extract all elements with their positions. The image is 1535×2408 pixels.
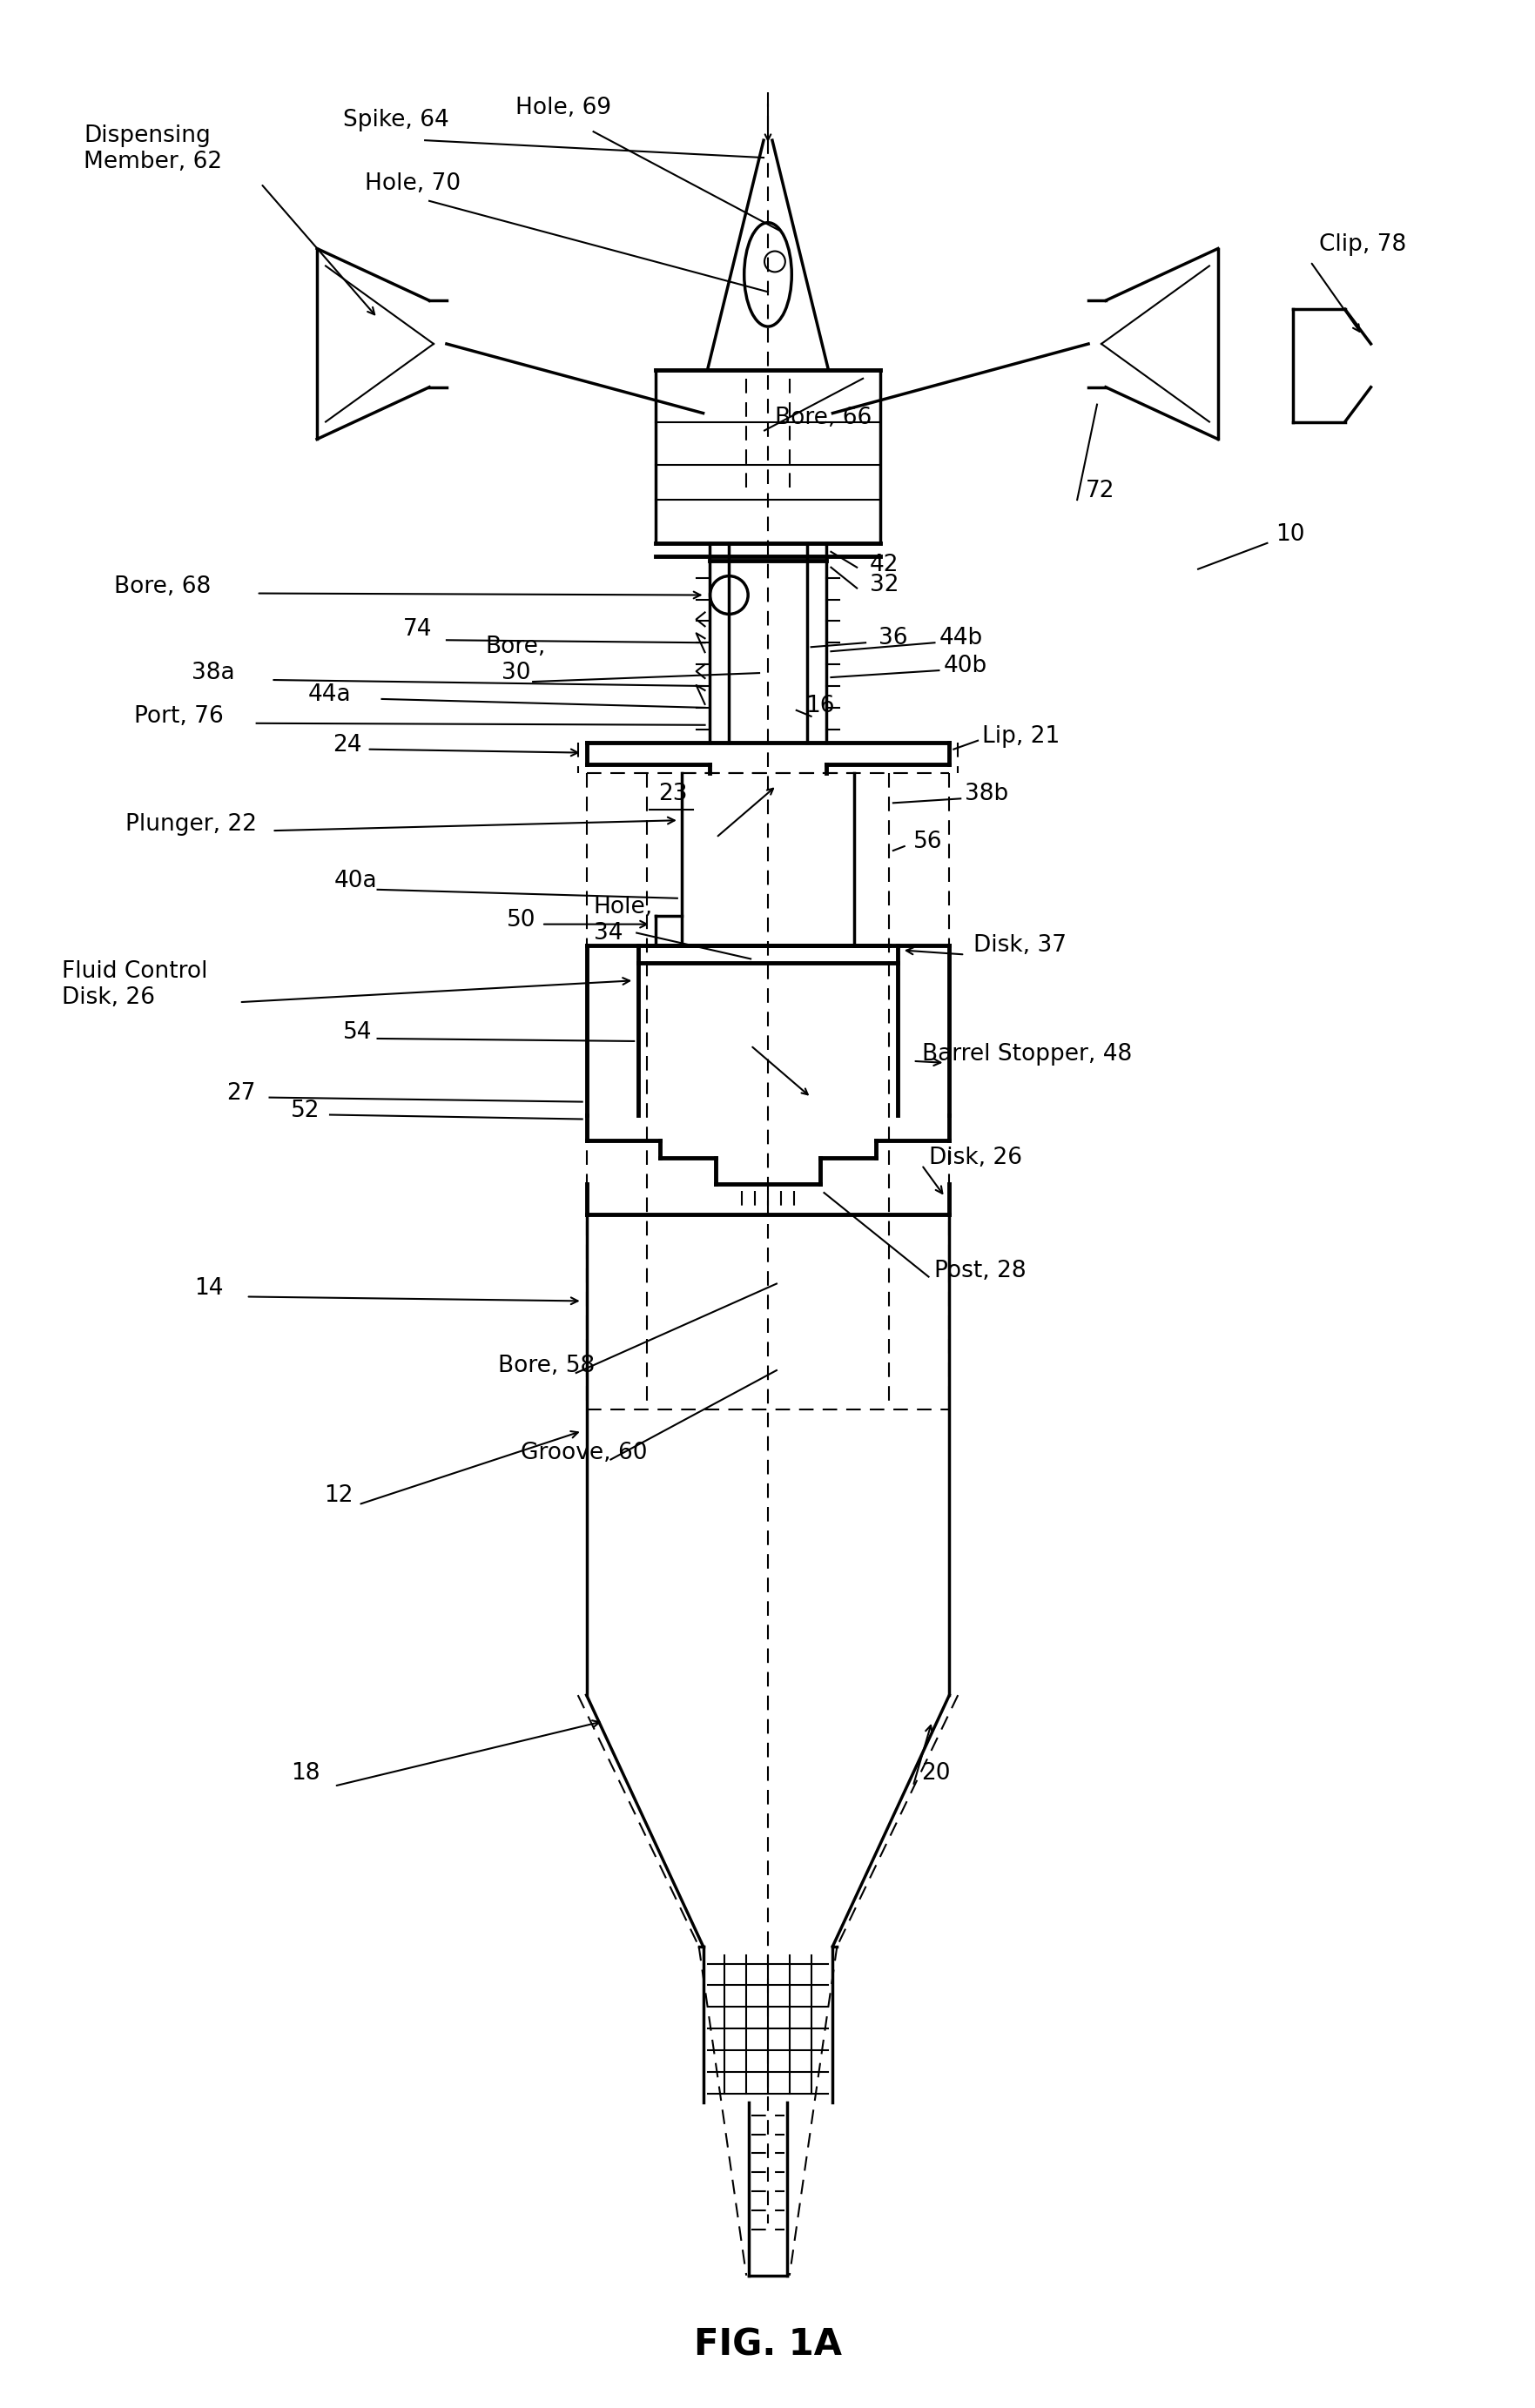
Text: Bore,
30: Bore, 30 — [485, 636, 546, 684]
Text: Plunger, 22: Plunger, 22 — [126, 814, 256, 836]
Text: 20: 20 — [921, 1763, 950, 1784]
Text: 16: 16 — [804, 694, 834, 718]
Text: 42: 42 — [870, 554, 900, 576]
Text: 56: 56 — [913, 831, 942, 852]
Text: Groove, 60: Groove, 60 — [520, 1442, 648, 1464]
Text: Fluid Control
Disk, 26: Fluid Control Disk, 26 — [63, 961, 209, 1009]
Text: 44a: 44a — [309, 684, 352, 706]
Text: 23: 23 — [659, 783, 688, 807]
Text: 72: 72 — [1085, 479, 1114, 503]
Text: Dispensing
Member, 62: Dispensing Member, 62 — [84, 125, 223, 173]
Text: 40b: 40b — [944, 655, 987, 677]
Text: Clip, 78: Clip, 78 — [1319, 234, 1406, 255]
Text: Bore, 58: Bore, 58 — [499, 1356, 596, 1377]
Text: Port, 76: Port, 76 — [134, 706, 224, 727]
Text: Disk, 37: Disk, 37 — [973, 934, 1067, 958]
Text: 32: 32 — [870, 573, 900, 597]
Text: Barrel Stopper, 48: Barrel Stopper, 48 — [921, 1043, 1131, 1064]
Text: Bore, 66: Bore, 66 — [775, 407, 872, 429]
Text: 38b: 38b — [966, 783, 1008, 807]
Text: 10: 10 — [1276, 523, 1305, 547]
Text: 24: 24 — [333, 734, 362, 756]
Text: Bore, 68: Bore, 68 — [114, 576, 210, 597]
Text: 38a: 38a — [192, 662, 235, 684]
Text: 50: 50 — [507, 908, 536, 932]
Text: 52: 52 — [292, 1098, 321, 1122]
Text: 40a: 40a — [335, 869, 378, 893]
Text: Lip, 21: Lip, 21 — [982, 725, 1059, 746]
Text: 14: 14 — [195, 1276, 224, 1300]
Text: 44b: 44b — [939, 626, 982, 650]
Text: Disk, 26: Disk, 26 — [929, 1146, 1022, 1170]
Text: Spike, 64: Spike, 64 — [342, 108, 448, 132]
Text: 74: 74 — [404, 619, 433, 641]
Text: FIG. 1A: FIG. 1A — [694, 2326, 841, 2362]
Text: Hole, 69: Hole, 69 — [516, 96, 611, 120]
Text: 54: 54 — [342, 1021, 371, 1043]
Text: Hole,
34: Hole, 34 — [594, 896, 652, 944]
Text: 12: 12 — [324, 1486, 353, 1507]
Text: Hole, 70: Hole, 70 — [364, 173, 460, 195]
Text: Post, 28: Post, 28 — [935, 1259, 1027, 1281]
Text: 27: 27 — [226, 1081, 255, 1105]
Text: 36: 36 — [878, 626, 907, 650]
Text: 18: 18 — [292, 1763, 321, 1784]
